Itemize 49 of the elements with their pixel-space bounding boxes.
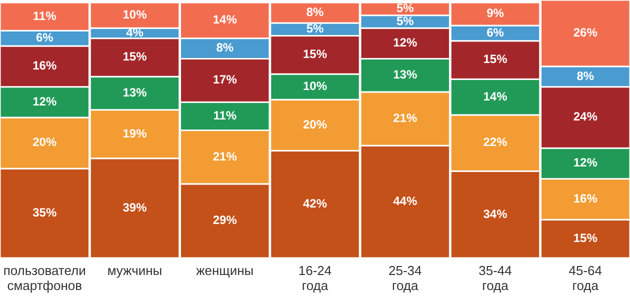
data-label: 11% bbox=[32, 8, 57, 23]
data-label: 15% bbox=[483, 52, 508, 66]
data-label: 12% bbox=[32, 94, 57, 108]
data-label: 4% bbox=[126, 25, 144, 40]
data-label: 9% bbox=[486, 6, 504, 20]
data-label: 22% bbox=[483, 135, 508, 150]
data-label: 17% bbox=[212, 72, 238, 87]
data-label: 8% bbox=[306, 4, 324, 19]
data-label: 42% bbox=[302, 196, 328, 211]
data-label: 10% bbox=[302, 79, 328, 94]
data-label: 34% bbox=[483, 206, 508, 221]
data-label: 6% bbox=[36, 30, 54, 45]
data-label: 26% bbox=[573, 25, 598, 40]
data-label: 5% bbox=[396, 14, 414, 28]
data-label: 24% bbox=[573, 110, 598, 124]
data-label: 5% bbox=[306, 22, 324, 36]
x-tick-label: мужчины bbox=[107, 263, 162, 278]
data-label: 16% bbox=[573, 191, 598, 206]
data-label: 19% bbox=[122, 126, 148, 140]
data-label: 13% bbox=[122, 85, 148, 100]
data-label: 13% bbox=[393, 68, 418, 82]
data-label: 8% bbox=[216, 40, 234, 55]
x-tick-label: женщины bbox=[196, 263, 254, 278]
data-label: 6% bbox=[486, 25, 504, 40]
x-tick-label: 16-24 года bbox=[298, 263, 332, 293]
data-label: 11% bbox=[213, 108, 237, 122]
x-tick-label: 35-44 года bbox=[478, 263, 512, 293]
data-label: 16% bbox=[32, 58, 57, 73]
data-label: 20% bbox=[302, 117, 328, 132]
data-label: 29% bbox=[212, 213, 238, 228]
data-label: 44% bbox=[393, 194, 418, 208]
data-label: 14% bbox=[483, 89, 508, 104]
x-tick-label: 45-64 года bbox=[568, 263, 602, 293]
data-label: 8% bbox=[576, 68, 594, 83]
x-tick-label: 25-34 года bbox=[388, 263, 422, 293]
data-label: 20% bbox=[32, 135, 57, 150]
data-label: 14% bbox=[212, 12, 238, 27]
data-label: 35% bbox=[32, 205, 57, 220]
data-label: 12% bbox=[573, 156, 598, 170]
data-label: 15% bbox=[573, 231, 598, 246]
data-label: 15% bbox=[302, 47, 328, 62]
x-tick-label: пользователи смартфонов bbox=[3, 263, 86, 293]
data-label: 12% bbox=[393, 36, 418, 50]
data-label: 10% bbox=[122, 8, 148, 22]
data-label: 15% bbox=[122, 50, 148, 64]
data-label: 5% bbox=[396, 1, 414, 16]
data-label: 39% bbox=[122, 200, 148, 214]
data-label: 21% bbox=[212, 149, 238, 164]
data-label: 21% bbox=[393, 110, 418, 125]
